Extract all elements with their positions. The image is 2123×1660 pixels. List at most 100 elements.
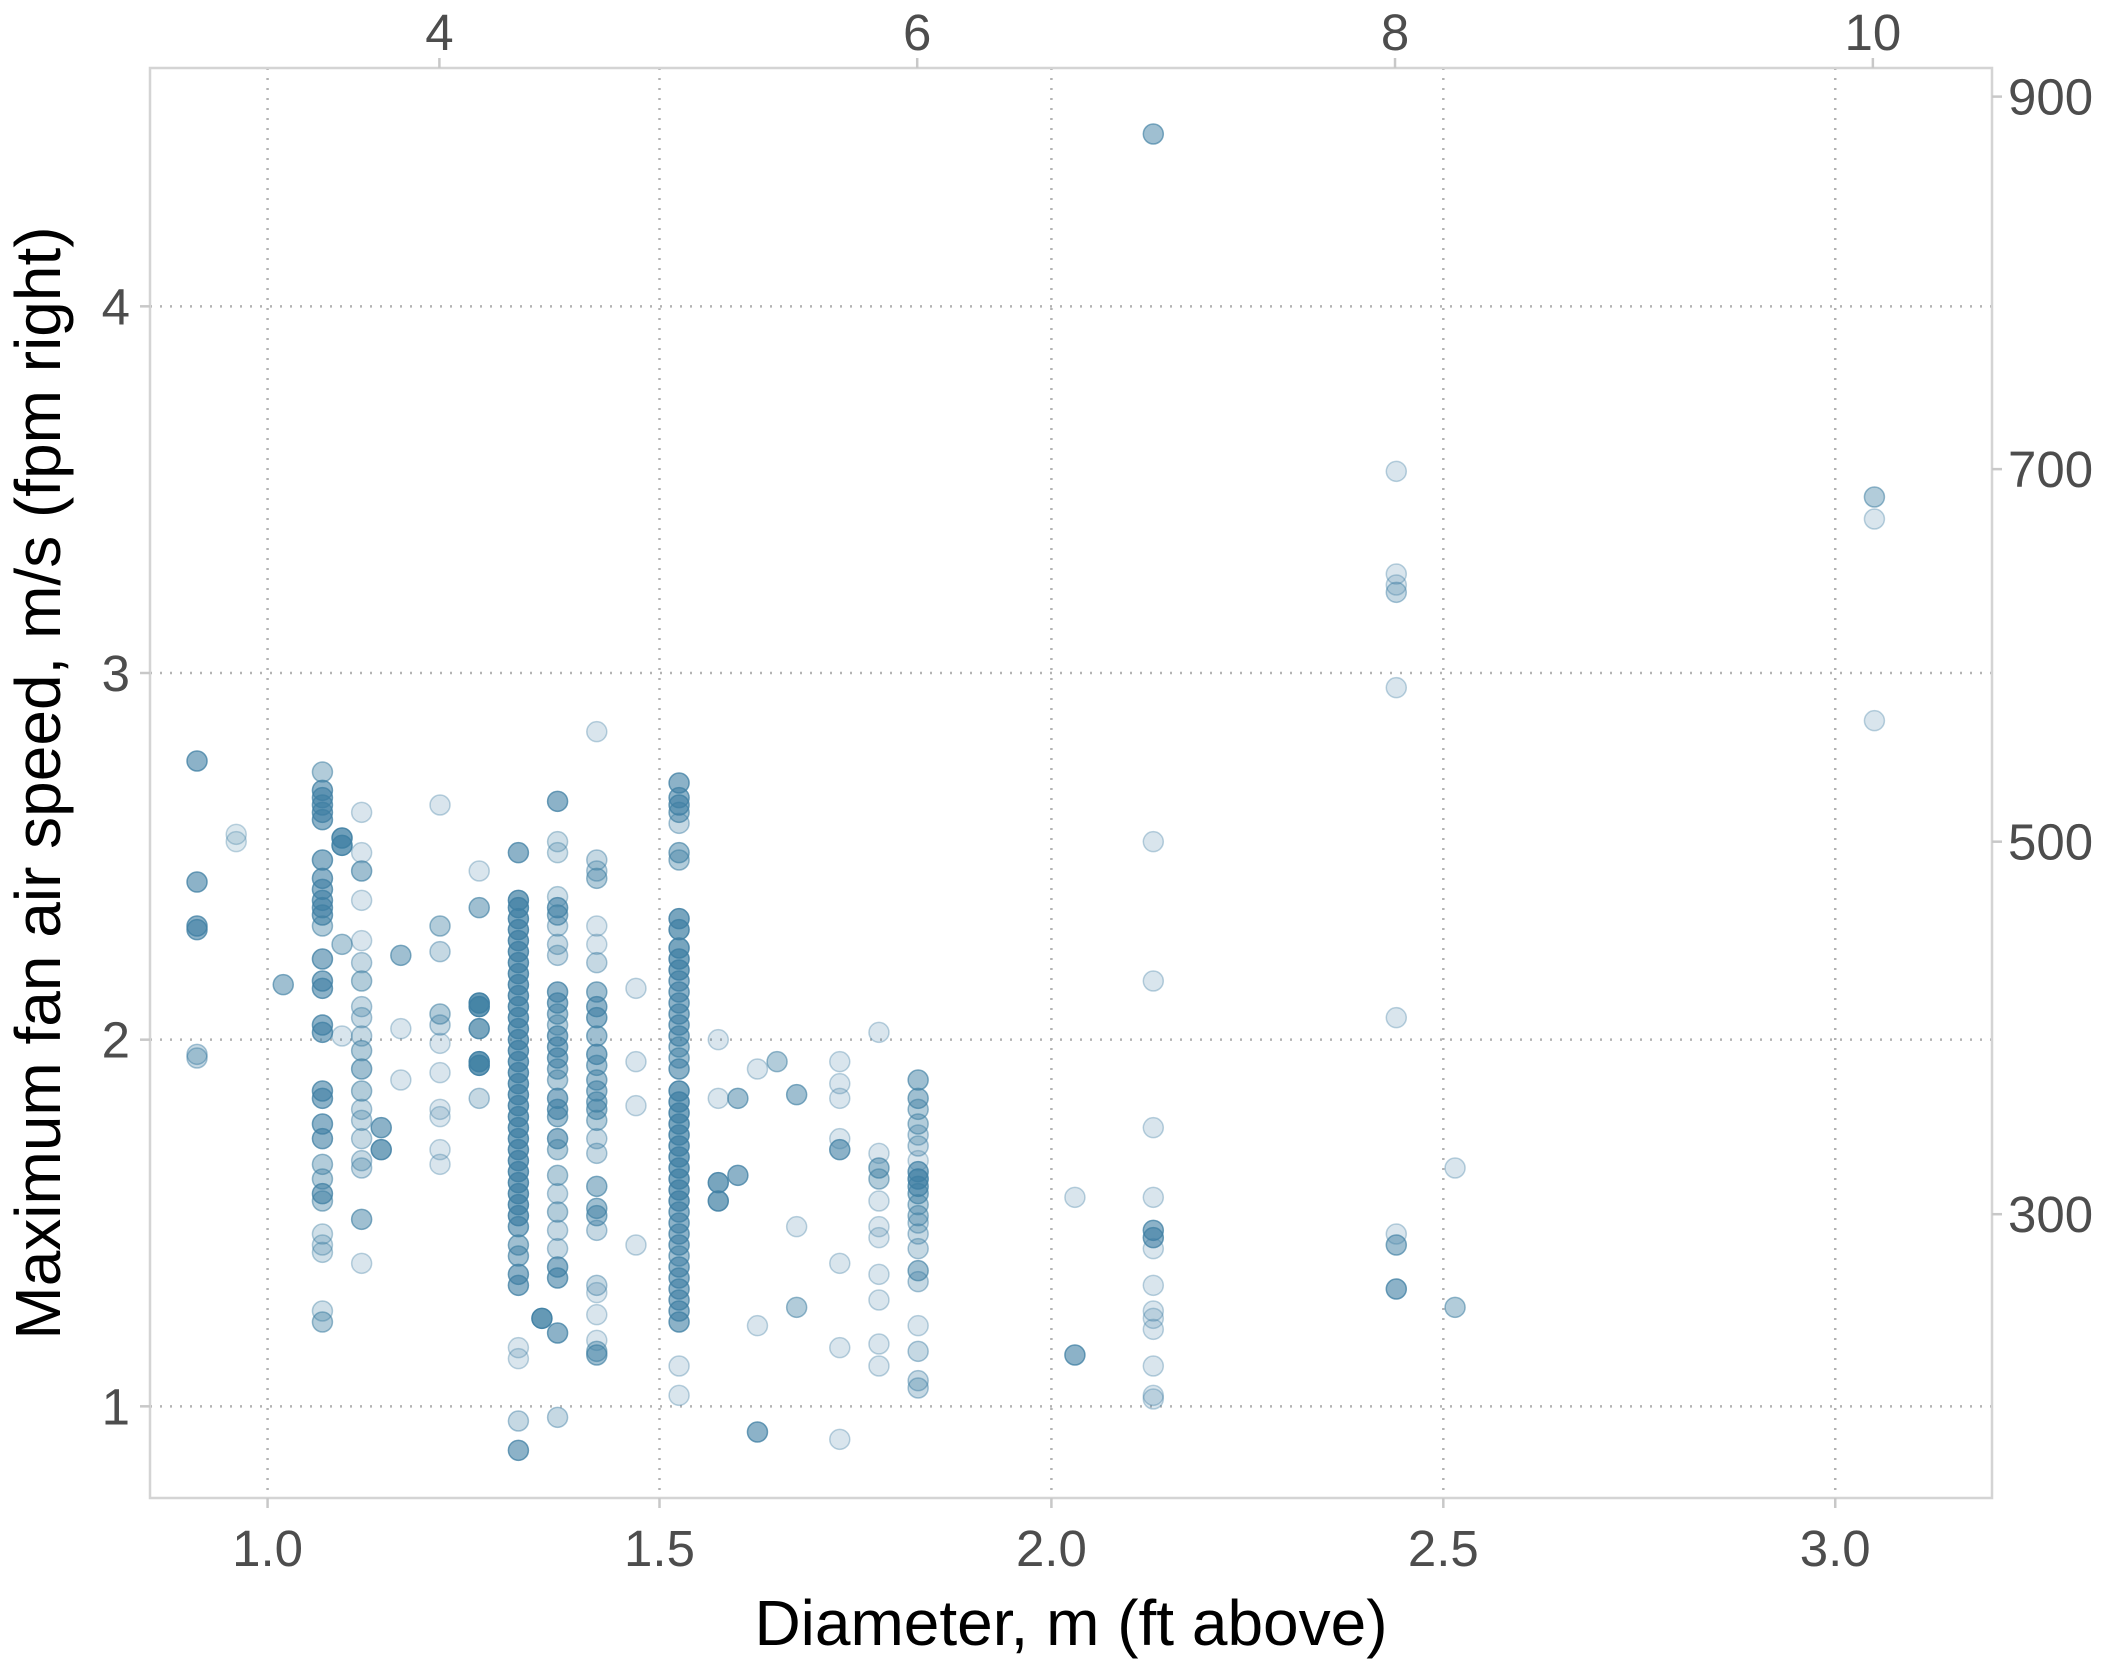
data-point <box>668 918 690 941</box>
data-point <box>311 1182 334 1205</box>
data-point <box>727 1164 749 1187</box>
data-point <box>546 915 569 937</box>
grid-lines <box>150 68 1992 1498</box>
data-point <box>350 1157 373 1179</box>
data-point <box>1142 1300 1165 1322</box>
data-point <box>907 1314 929 1337</box>
data-point <box>586 1219 608 1242</box>
data-point <box>785 1083 808 1106</box>
data-point <box>311 1190 334 1212</box>
data-point <box>350 1098 373 1121</box>
data-point <box>350 1080 373 1102</box>
data-point <box>1142 123 1165 145</box>
data-point <box>907 1204 929 1227</box>
data-point <box>707 1087 730 1110</box>
data-point <box>272 973 295 996</box>
data-point <box>1142 970 1165 992</box>
data-point <box>468 1087 490 1110</box>
data-point <box>350 970 373 992</box>
data-point <box>586 951 608 974</box>
data-point <box>625 977 647 1000</box>
data-point <box>350 841 373 864</box>
data-point <box>668 1311 690 1333</box>
data-point <box>429 1105 451 1128</box>
data-point <box>546 1322 569 1344</box>
data-point <box>507 841 530 864</box>
data-point <box>370 1116 392 1139</box>
axis-ticks <box>140 58 2002 1508</box>
data-point <box>707 1171 730 1194</box>
data-point <box>429 1061 451 1084</box>
data-point <box>785 1215 808 1238</box>
data-point <box>1444 1157 1466 1179</box>
data-point <box>586 1303 608 1326</box>
data-point <box>225 823 247 846</box>
data-point <box>868 1333 890 1355</box>
data-point <box>1064 1186 1086 1209</box>
data-point <box>829 1050 851 1073</box>
data-point <box>429 1003 451 1025</box>
data-point <box>370 1138 392 1161</box>
data-point <box>546 944 569 967</box>
data-point <box>546 1058 569 1080</box>
data-point <box>429 1014 451 1036</box>
x-top-tick-label: 6 <box>903 4 931 61</box>
data-point <box>350 1058 373 1080</box>
data-point <box>546 1105 569 1128</box>
data-point <box>746 1058 769 1080</box>
data-point <box>1385 574 1408 596</box>
data-point <box>907 1124 929 1146</box>
data-point <box>390 1069 412 1091</box>
data-point <box>586 849 608 871</box>
x-bottom-tick-label: 2.5 <box>1408 1520 1479 1577</box>
data-point <box>311 1223 334 1245</box>
y-right-tick-label: 300 <box>2008 1186 2093 1243</box>
data-point <box>829 1087 851 1110</box>
data-point <box>507 1245 530 1267</box>
data-point <box>350 1208 373 1231</box>
data-point <box>707 1190 730 1212</box>
data-point <box>868 1157 890 1179</box>
data-point <box>586 1204 608 1227</box>
data-point <box>907 1259 929 1282</box>
data-point <box>868 1355 890 1377</box>
data-point <box>186 1047 208 1069</box>
data-point <box>668 801 690 824</box>
data-point <box>625 1094 647 1117</box>
data-point <box>331 933 353 956</box>
data-point <box>907 1069 929 1091</box>
data-point <box>1444 1296 1466 1319</box>
data-point <box>586 1025 608 1047</box>
data-point <box>1142 1384 1165 1407</box>
x-top-tick-label: 8 <box>1381 4 1409 61</box>
data-point <box>586 860 608 882</box>
data-point <box>1064 1344 1086 1366</box>
y-left-tick-label: 1 <box>102 1378 130 1435</box>
data-point <box>311 849 334 871</box>
data-point <box>907 1087 929 1110</box>
x-bottom-tick-label: 2.0 <box>1016 1520 1087 1577</box>
data-point <box>586 720 608 743</box>
data-point <box>829 1072 851 1095</box>
data-point <box>586 1098 608 1121</box>
y-left-tick-label: 3 <box>102 645 130 702</box>
data-point <box>1385 563 1408 585</box>
data-point <box>331 1025 353 1047</box>
data-point <box>350 951 373 974</box>
data-point <box>546 933 569 956</box>
data-point <box>311 1311 334 1333</box>
data-point <box>1142 1237 1165 1260</box>
data-point <box>468 860 490 882</box>
data-point <box>429 794 451 816</box>
data-point <box>507 1215 530 1238</box>
data-point <box>331 834 353 857</box>
data-point <box>586 1127 608 1150</box>
data-point <box>311 1241 334 1264</box>
data-point <box>1863 508 1886 530</box>
data-point <box>350 1252 373 1275</box>
data-point <box>1385 1234 1408 1256</box>
data-points <box>186 123 1886 1462</box>
data-point <box>766 1050 788 1073</box>
data-point <box>350 1127 373 1150</box>
